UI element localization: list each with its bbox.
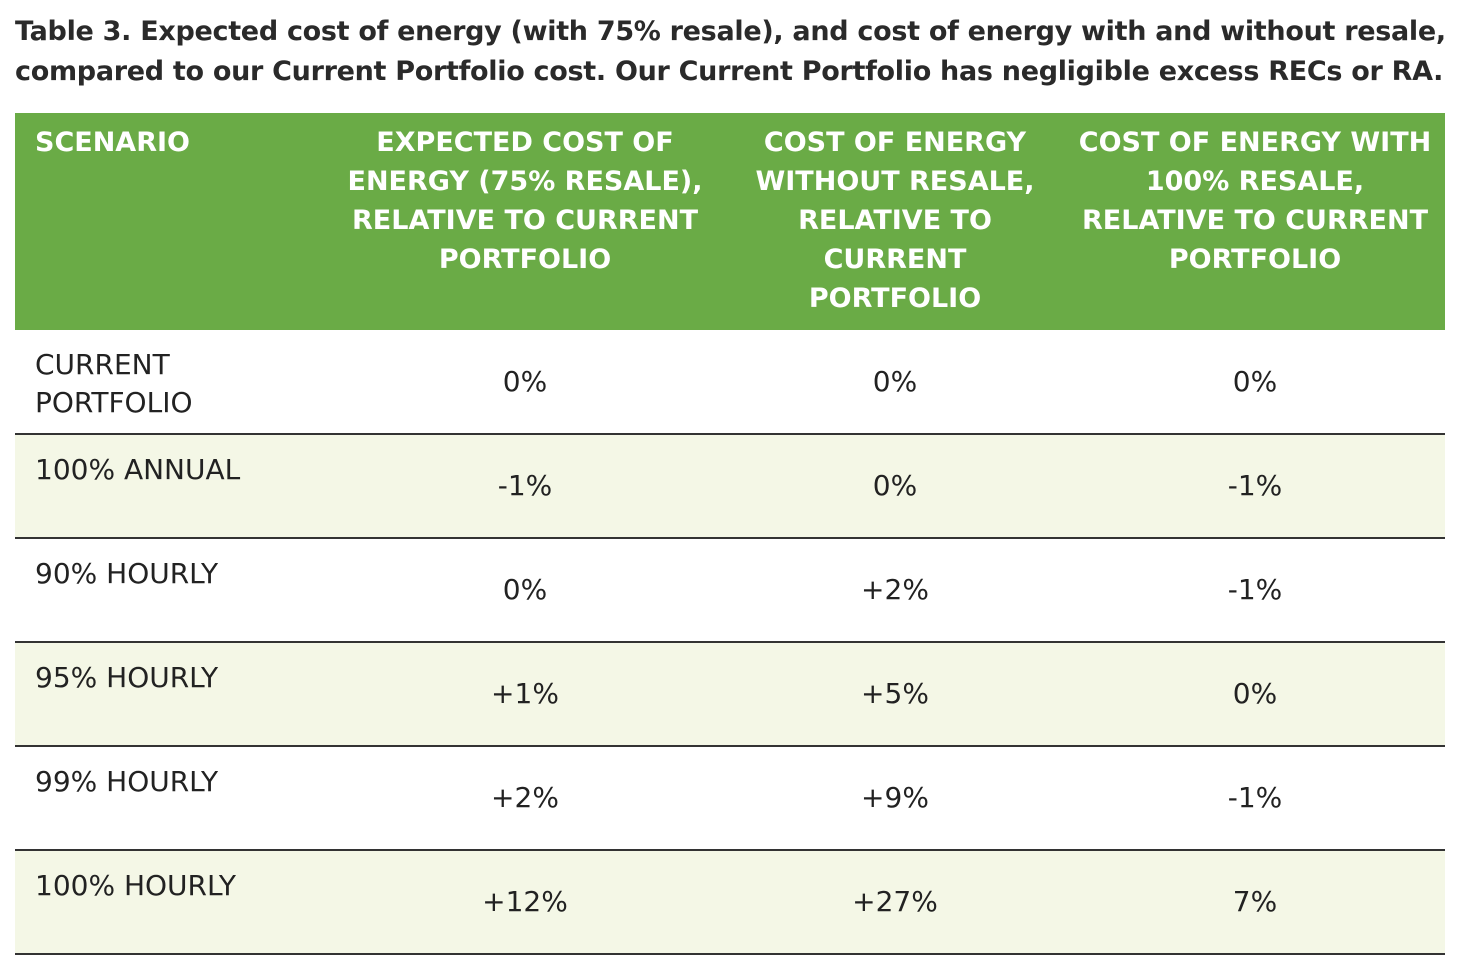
row-label: CURRENT PORTFOLIO	[15, 330, 325, 435]
cell: +1%	[325, 642, 725, 747]
cell: -1%	[325, 434, 725, 539]
row-label: 99% HOURLY	[15, 746, 325, 851]
table-row: 99% HOURLY +2% +9% -1%	[15, 746, 1445, 851]
cell: 7%	[1065, 850, 1445, 955]
table-row: 90% HOURLY 0% +2% -1%	[15, 538, 1445, 643]
row-label: 100% HOURLY	[15, 850, 325, 955]
cell: +5%	[725, 642, 1065, 747]
header-cell: SCENARIO	[15, 113, 325, 330]
cell: +2%	[725, 538, 1065, 643]
cell: -1%	[1065, 538, 1445, 643]
caption-line: compared to our Current Portfolio cost. …	[15, 56, 1444, 87]
cell: +27%	[725, 850, 1065, 955]
cell: 0%	[325, 330, 725, 435]
table-row: CURRENT PORTFOLIO 0% 0% 0%	[15, 330, 1445, 435]
table-body: CURRENT PORTFOLIO 0% 0% 0% 100% ANNUAL -1% 0% -…	[15, 330, 1445, 955]
cell: -1%	[1065, 434, 1445, 539]
cell: 0%	[725, 434, 1065, 539]
row-label: 95% HOURLY	[15, 642, 325, 747]
cell: +2%	[325, 746, 725, 851]
row-label: 100% ANNUAL	[15, 434, 325, 539]
header-cell: COST OF ENERGY WITH 100% RESALE, RELATIV…	[1065, 113, 1445, 330]
cell: 0%	[325, 538, 725, 643]
table-row: 95% HOURLY +1% +5% 0%	[15, 642, 1445, 747]
row-label: 90% HOURLY	[15, 538, 325, 643]
cell: 0%	[1065, 642, 1445, 747]
cell: -1%	[1065, 746, 1445, 851]
cell: +9%	[725, 746, 1065, 851]
caption: Table 3. Expected cost of energy (with 7…	[15, 12, 1455, 92]
cell: +12%	[325, 850, 725, 955]
caption-line: Table 3. Expected cost of energy (with 7…	[15, 16, 1446, 47]
data-table: SCENARIO EXPECTED COST OF ENERGY (75% RES…	[15, 113, 1445, 955]
cell: 0%	[1065, 330, 1445, 435]
header-cell: COST OF ENERGY WITHOUT RESALE, RELATIVE …	[725, 113, 1065, 330]
table-row: 100% HOURLY +12% +27% 7%	[15, 850, 1445, 955]
table-header: SCENARIO EXPECTED COST OF ENERGY (75% RES…	[15, 113, 1445, 330]
header-cell: EXPECTED COST OF ENERGY (75% RESALE), RE…	[325, 113, 725, 330]
cell: 0%	[725, 330, 1065, 435]
header-row: SCENARIO EXPECTED COST OF ENERGY (75% RES…	[15, 113, 1445, 330]
table-row: 100% ANNUAL -1% 0% -1%	[15, 434, 1445, 539]
